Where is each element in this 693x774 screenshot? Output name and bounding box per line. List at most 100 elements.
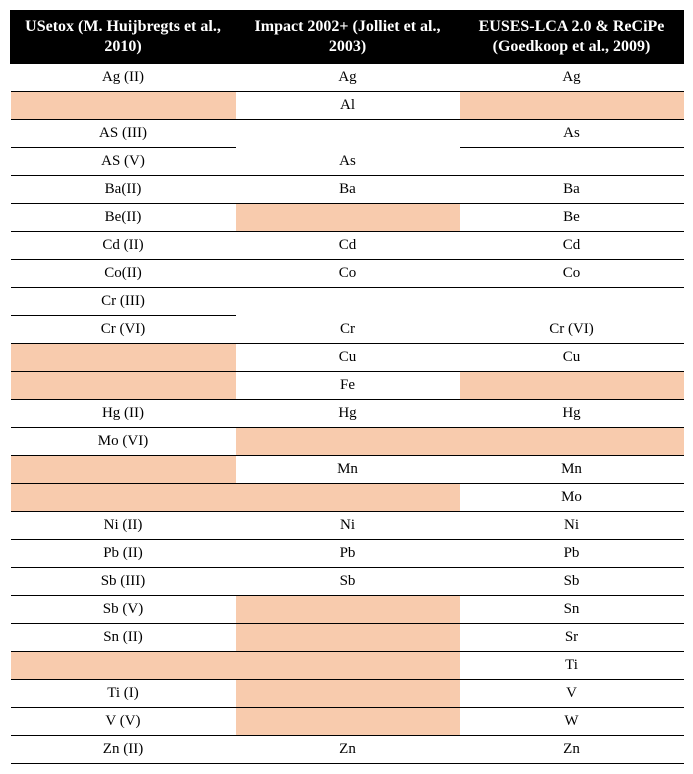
cell: As: [236, 148, 460, 176]
cell: Cu: [236, 344, 460, 372]
cell: Zn (II): [11, 736, 236, 764]
table-row: Mn Mn: [11, 456, 684, 484]
cell: Co: [236, 260, 460, 288]
table-row: AS (III) As: [11, 120, 684, 148]
cell: Ti: [460, 652, 684, 680]
cell: Hg (II): [11, 400, 236, 428]
cell: AS (III): [11, 120, 236, 148]
cell: Cr (VI): [11, 316, 236, 344]
header-row: USetox (M. Huijbregts et al., 2010) Impa…: [11, 11, 684, 64]
table-row: Ag (II) Ag Ag: [11, 64, 684, 92]
cell: [236, 204, 460, 232]
cell: [460, 428, 684, 456]
cell: Be: [460, 204, 684, 232]
table-row: Sb (V) Sn: [11, 596, 684, 624]
cell: Ni (II): [11, 512, 236, 540]
table-row: V (V) W: [11, 708, 684, 736]
cell: Mn: [236, 456, 460, 484]
cell: Ba: [460, 176, 684, 204]
table-row: AS (V) As: [11, 148, 684, 176]
cell: Mo: [460, 484, 684, 512]
table-row: Mo (VI): [11, 428, 684, 456]
cell: Pb (II): [11, 540, 236, 568]
cell: Sn: [460, 596, 684, 624]
cell: Ti (I): [11, 680, 236, 708]
cell: Cr (III): [11, 288, 236, 316]
cell: Pb: [460, 540, 684, 568]
cell: Ni: [236, 512, 460, 540]
cell: [236, 680, 460, 708]
table-row: Fe: [11, 372, 684, 400]
cell: Pb: [236, 540, 460, 568]
table-row: Cr (VI) Cr Cr (VI): [11, 316, 684, 344]
cell: Cd: [460, 232, 684, 260]
cell: Sb (V): [11, 596, 236, 624]
table-row: Ba(II) Ba Ba: [11, 176, 684, 204]
cell: Co(II): [11, 260, 236, 288]
cell: Ni: [460, 512, 684, 540]
cell: [236, 624, 460, 652]
cell: AS (V): [11, 148, 236, 176]
table-row: Cr (III): [11, 288, 684, 316]
table-row: Ni (II) Ni Ni: [11, 512, 684, 540]
cell: [236, 484, 460, 512]
cell: [11, 484, 236, 512]
cell: [460, 288, 684, 316]
table-row: Zn (II) Zn Zn: [11, 736, 684, 764]
cell: Ag: [236, 64, 460, 92]
cell: Mo (VI): [11, 428, 236, 456]
cell: [11, 344, 236, 372]
cell: Zn: [460, 736, 684, 764]
cell: Ba: [236, 176, 460, 204]
cell: Sr: [460, 624, 684, 652]
header-col2: Impact 2002+ (Jolliet et al., 2003): [236, 11, 460, 64]
cell: [236, 652, 460, 680]
cell: [236, 288, 460, 316]
cell: [11, 92, 236, 120]
table-row: Mo: [11, 484, 684, 512]
comparison-table: USetox (M. Huijbregts et al., 2010) Impa…: [10, 10, 684, 764]
header-col3: EUSES-LCA 2.0 & ReCiPe (Goedkoop et al.,…: [460, 11, 684, 64]
table-row: Al: [11, 92, 684, 120]
cell: [236, 120, 460, 148]
table-row: Cu Cu: [11, 344, 684, 372]
cell: Co: [460, 260, 684, 288]
cell: Cd: [236, 232, 460, 260]
cell: Ag (II): [11, 64, 236, 92]
table-row: Ti (I) V: [11, 680, 684, 708]
cell: Fe: [236, 372, 460, 400]
table-row: Be(II) Be: [11, 204, 684, 232]
cell: [236, 596, 460, 624]
table-row: Hg (II) Hg Hg: [11, 400, 684, 428]
cell: Cd (II): [11, 232, 236, 260]
cell: [460, 92, 684, 120]
cell: Sb (III): [11, 568, 236, 596]
cell: Al: [236, 92, 460, 120]
cell: [460, 372, 684, 400]
cell: As: [460, 120, 684, 148]
cell: Sb: [236, 568, 460, 596]
cell: [236, 708, 460, 736]
cell: Be(II): [11, 204, 236, 232]
cell: [236, 428, 460, 456]
table-row: Co(II) Co Co: [11, 260, 684, 288]
cell: Sn (II): [11, 624, 236, 652]
cell: Cr: [236, 316, 460, 344]
table-row: Sb (III) Sb Sb: [11, 568, 684, 596]
cell: Sb: [460, 568, 684, 596]
cell: [460, 148, 684, 176]
table-row: Sn (II) Sr: [11, 624, 684, 652]
table-row: Cd (II) Cd Cd: [11, 232, 684, 260]
cell: [11, 456, 236, 484]
cell: Cu: [460, 344, 684, 372]
header-col1: USetox (M. Huijbregts et al., 2010): [11, 11, 236, 64]
cell: Mn: [460, 456, 684, 484]
cell: Hg: [236, 400, 460, 428]
cell: Cr (VI): [460, 316, 684, 344]
table-row: Ti: [11, 652, 684, 680]
cell: V: [460, 680, 684, 708]
cell: Ag: [460, 64, 684, 92]
cell: [11, 372, 236, 400]
cell: W: [460, 708, 684, 736]
cell: V (V): [11, 708, 236, 736]
